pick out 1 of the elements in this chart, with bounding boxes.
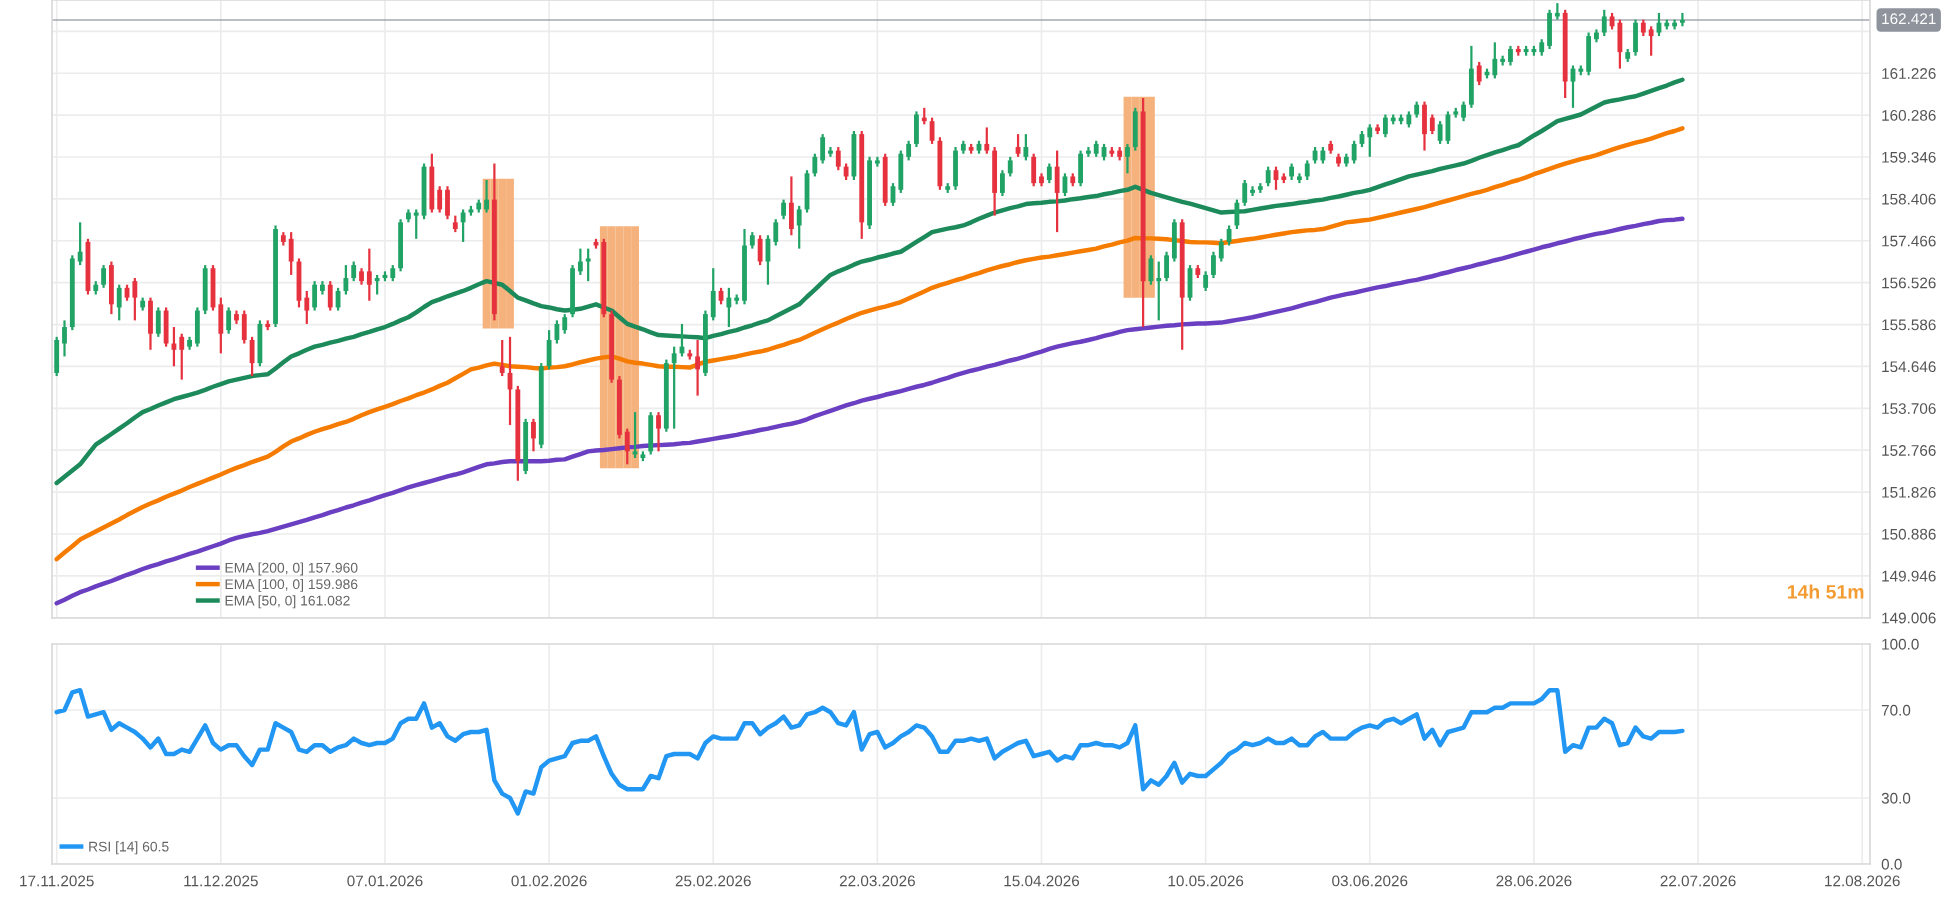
annotation: 14h 51m	[1787, 584, 1864, 599]
